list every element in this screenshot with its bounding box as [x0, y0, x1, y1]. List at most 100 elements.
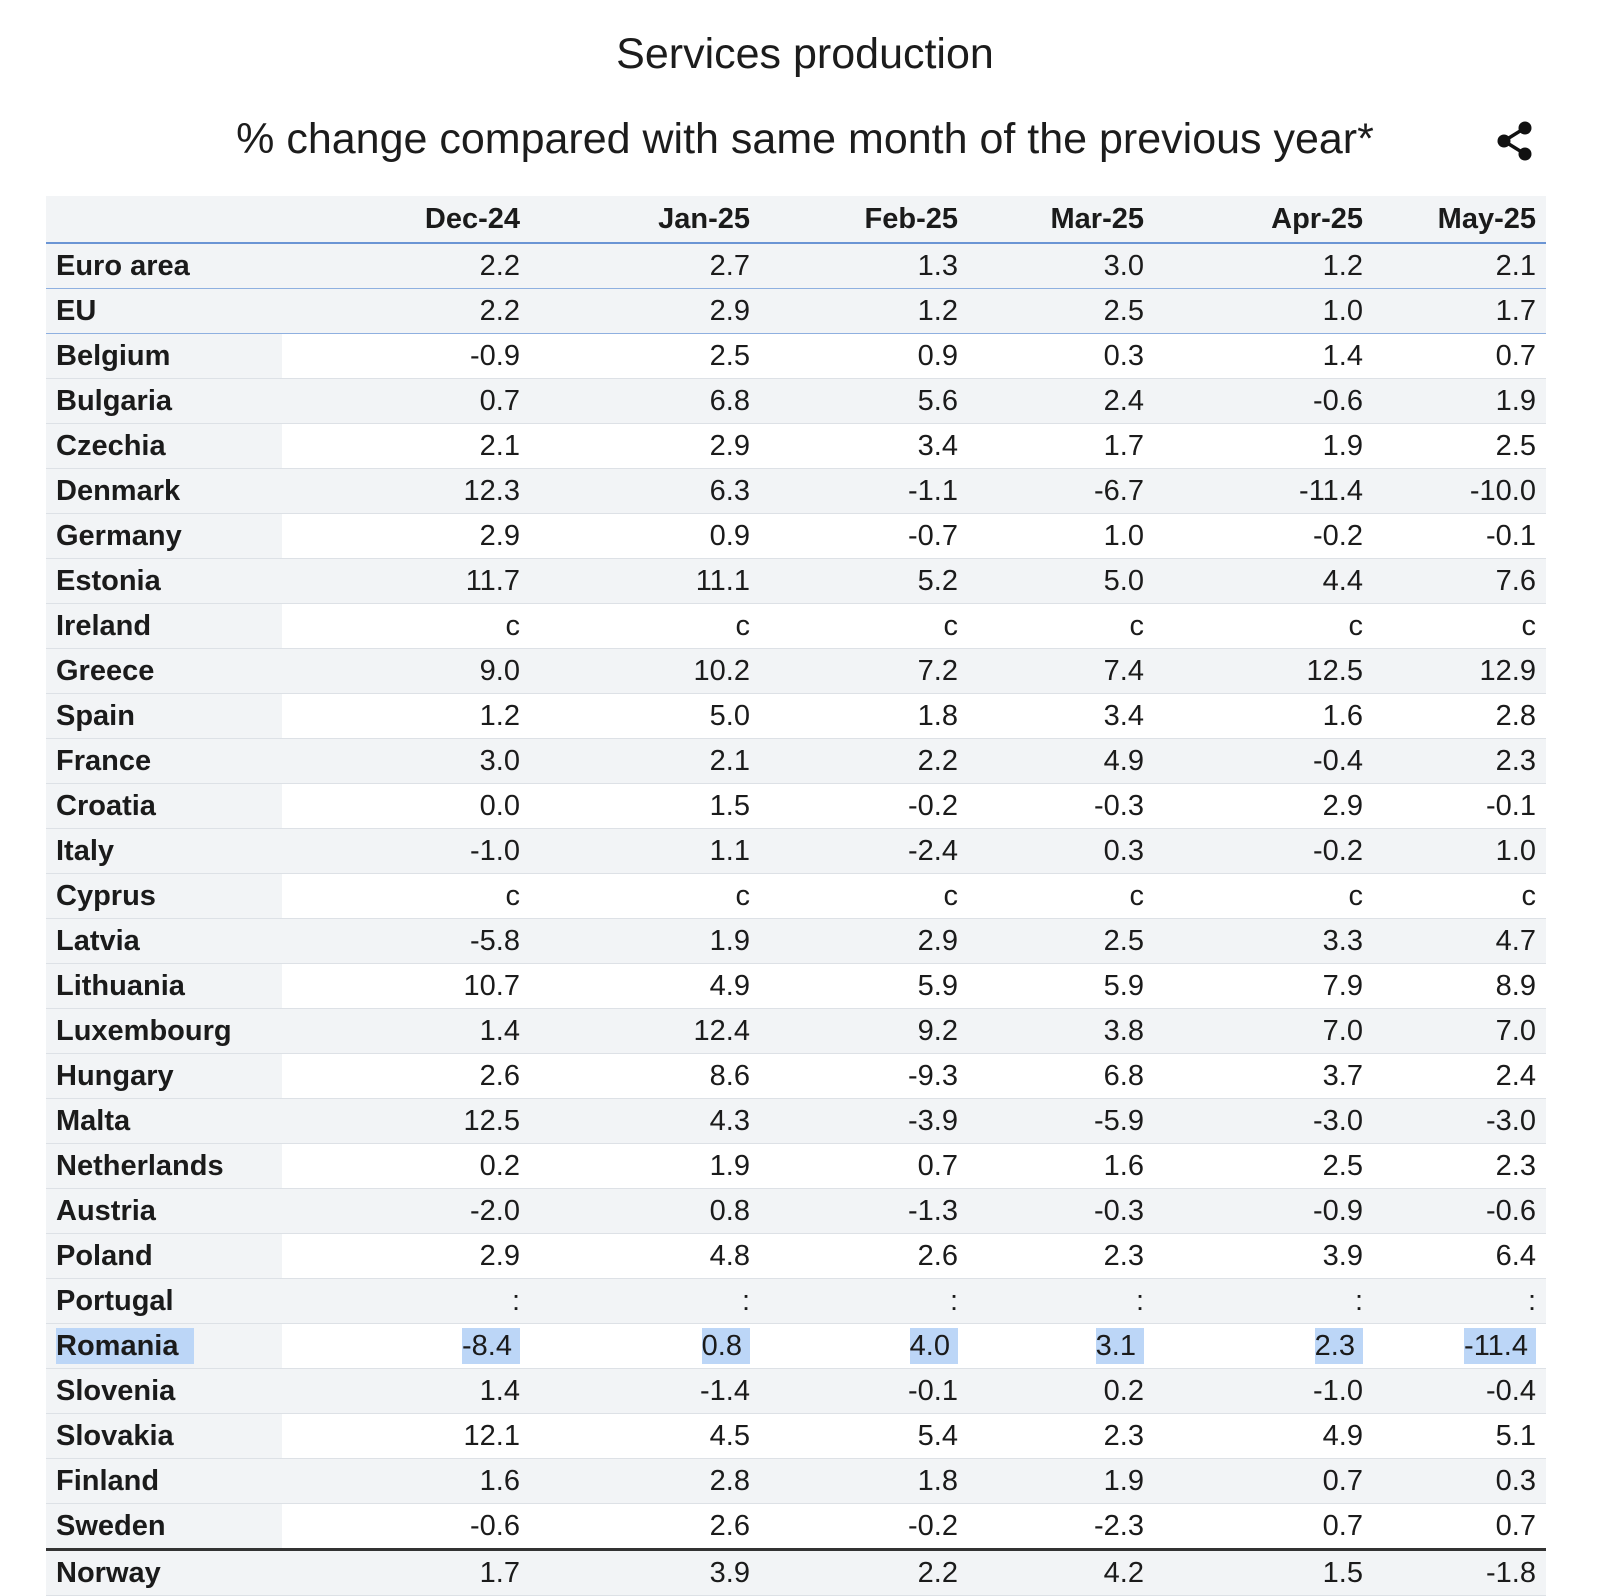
table-cell: 7.4 — [968, 648, 1154, 694]
table-row: Lithuania 10.7 4.9 5.9 5.9 7.9 8.9 — [46, 963, 1546, 1009]
table-cell: 1.8 — [760, 1458, 968, 1504]
table-cell: -0.2 — [1154, 513, 1373, 559]
table-cell: 6.3 — [530, 468, 760, 514]
table-cell: 2.7 — [530, 243, 760, 289]
table-cell: -9.3 — [760, 1053, 968, 1099]
table-cell: 0.7 — [282, 378, 530, 424]
table-cell: 2.9 — [282, 513, 530, 559]
table-cell: -1.3 — [760, 1188, 968, 1234]
row-label: Austria — [46, 1188, 282, 1234]
row-label: EU — [46, 288, 282, 334]
table-row: Finland 1.6 2.8 1.8 1.9 0.7 0.3 — [46, 1458, 1546, 1504]
table-row: Italy -1.0 1.1 -2.4 0.3 -0.2 1.0 — [46, 828, 1546, 874]
table-cell: -0.4 — [1154, 738, 1373, 784]
table-cell: 2.5 — [1373, 423, 1546, 469]
table-cell: 1.0 — [968, 513, 1154, 559]
table-cell: 7.6 — [1373, 558, 1546, 604]
table-row: Germany 2.9 0.9 -0.7 1.0 -0.2 -0.1 — [46, 513, 1546, 559]
table-cell: 1.6 — [968, 1143, 1154, 1189]
table-cell: 6.8 — [968, 1053, 1154, 1099]
table-cell: 2.2 — [282, 288, 530, 334]
row-label: Croatia — [46, 783, 282, 829]
row-label: Slovakia — [46, 1413, 282, 1459]
table-cell: 0.3 — [968, 333, 1154, 379]
table-cell: : — [282, 1278, 530, 1324]
table-cell: 7.2 — [760, 648, 968, 694]
table-cell: -0.1 — [1373, 783, 1546, 829]
row-label: Latvia — [46, 918, 282, 964]
row-label: Belgium — [46, 333, 282, 379]
table-cell: 1.2 — [1154, 243, 1373, 289]
table-cell: 3.0 — [282, 738, 530, 784]
row-label: Bulgaria — [46, 378, 282, 424]
table-cell: 10.2 — [530, 648, 760, 694]
table-cell: 0.9 — [760, 333, 968, 379]
table-cell: 11.7 — [282, 558, 530, 604]
table-cell: 2.4 — [1373, 1053, 1546, 1099]
header-row: Dec-24 Jan-25 Feb-25 Mar-25 Apr-25 May-2… — [46, 196, 1546, 244]
table-row: Croatia 0.0 1.5 -0.2 -0.3 2.9 -0.1 — [46, 783, 1546, 829]
column-header: May-25 — [1373, 196, 1546, 244]
table-row: Hungary 2.6 8.6 -9.3 6.8 3.7 2.4 — [46, 1053, 1546, 1099]
table-cell: 4.9 — [530, 963, 760, 1009]
table-cell: -0.9 — [1154, 1188, 1373, 1234]
table-cell: 8.9 — [1373, 963, 1546, 1009]
table-cell: 1.7 — [282, 1548, 530, 1596]
table-cell: 4.7 — [1373, 918, 1546, 964]
table-cell: -5.8 — [282, 918, 530, 964]
table-row: Luxembourg 1.4 12.4 9.2 3.8 7.0 7.0 — [46, 1008, 1546, 1054]
table-cell: 4.9 — [968, 738, 1154, 784]
table-cell: 12.1 — [282, 1413, 530, 1459]
table-row: Spain 1.2 5.0 1.8 3.4 1.6 2.8 — [46, 693, 1546, 739]
table-cell: -1.0 — [1154, 1368, 1373, 1414]
row-label: Slovenia — [46, 1368, 282, 1414]
table-cell: 0.0 — [282, 783, 530, 829]
table-cell: 2.4 — [968, 378, 1154, 424]
table-cell: 5.2 — [760, 558, 968, 604]
table-cell: 2.9 — [1154, 783, 1373, 829]
table-cell: -2.3 — [968, 1503, 1154, 1550]
table-cell: 0.7 — [760, 1143, 968, 1189]
column-header: Mar-25 — [968, 196, 1154, 244]
table-cell: 2.9 — [530, 288, 760, 334]
table-cell: 2.3 — [968, 1233, 1154, 1279]
row-label: Germany — [46, 513, 282, 559]
table-row: Ireland c c c c c c — [46, 603, 1546, 649]
table-cell: 1.9 — [968, 1458, 1154, 1504]
table-cell: : — [530, 1278, 760, 1324]
table-cell: 6.4 — [1373, 1233, 1546, 1279]
table-cell: 1.0 — [1373, 828, 1546, 874]
table-cell: -1.4 — [530, 1368, 760, 1414]
share-icon[interactable] — [1494, 120, 1536, 162]
table-cell: -3.0 — [1373, 1098, 1546, 1144]
table-cell: 2.5 — [1154, 1143, 1373, 1189]
table-row: Bulgaria 0.7 6.8 5.6 2.4 -0.6 1.9 — [46, 378, 1546, 424]
table-cell: 2.5 — [968, 288, 1154, 334]
table-cell: -2.4 — [760, 828, 968, 874]
row-label: Cyprus — [46, 873, 282, 919]
table-cell: 2.1 — [530, 738, 760, 784]
table-cell: 5.0 — [968, 558, 1154, 604]
table-cell: 0.7 — [1154, 1503, 1373, 1550]
table-cell: 1.1 — [530, 828, 760, 874]
table-row: Portugal:::::: — [46, 1278, 1546, 1324]
column-header: Jan-25 — [530, 196, 760, 244]
table-cell: -0.2 — [760, 783, 968, 829]
table-cell: 2.3 — [968, 1413, 1154, 1459]
table-cell: -10.0 — [1373, 468, 1546, 514]
table-cell: 2.5 — [968, 918, 1154, 964]
page-subtitle: % change compared with same month of the… — [236, 115, 1374, 163]
table-row: Greece 9.0 10.2 7.2 7.4 12.5 12.9 — [46, 648, 1546, 694]
column-header: Dec-24 — [282, 196, 530, 244]
table-cell: -0.6 — [282, 1503, 530, 1550]
table-cell: 3.1 — [968, 1323, 1154, 1369]
table-cell: 1.6 — [1154, 693, 1373, 739]
table-cell: 2.6 — [530, 1503, 760, 1550]
table-cell: 3.8 — [968, 1008, 1154, 1054]
table-cell: 1.2 — [760, 288, 968, 334]
table-row: Sweden -0.6 2.6 -0.2 -2.3 0.7 0.7 — [46, 1503, 1546, 1550]
row-label: Portugal — [46, 1278, 282, 1324]
table-cell: 1.9 — [530, 918, 760, 964]
table-cell: 0.7 — [1373, 1503, 1546, 1550]
table-cell: 0.3 — [1373, 1458, 1546, 1504]
